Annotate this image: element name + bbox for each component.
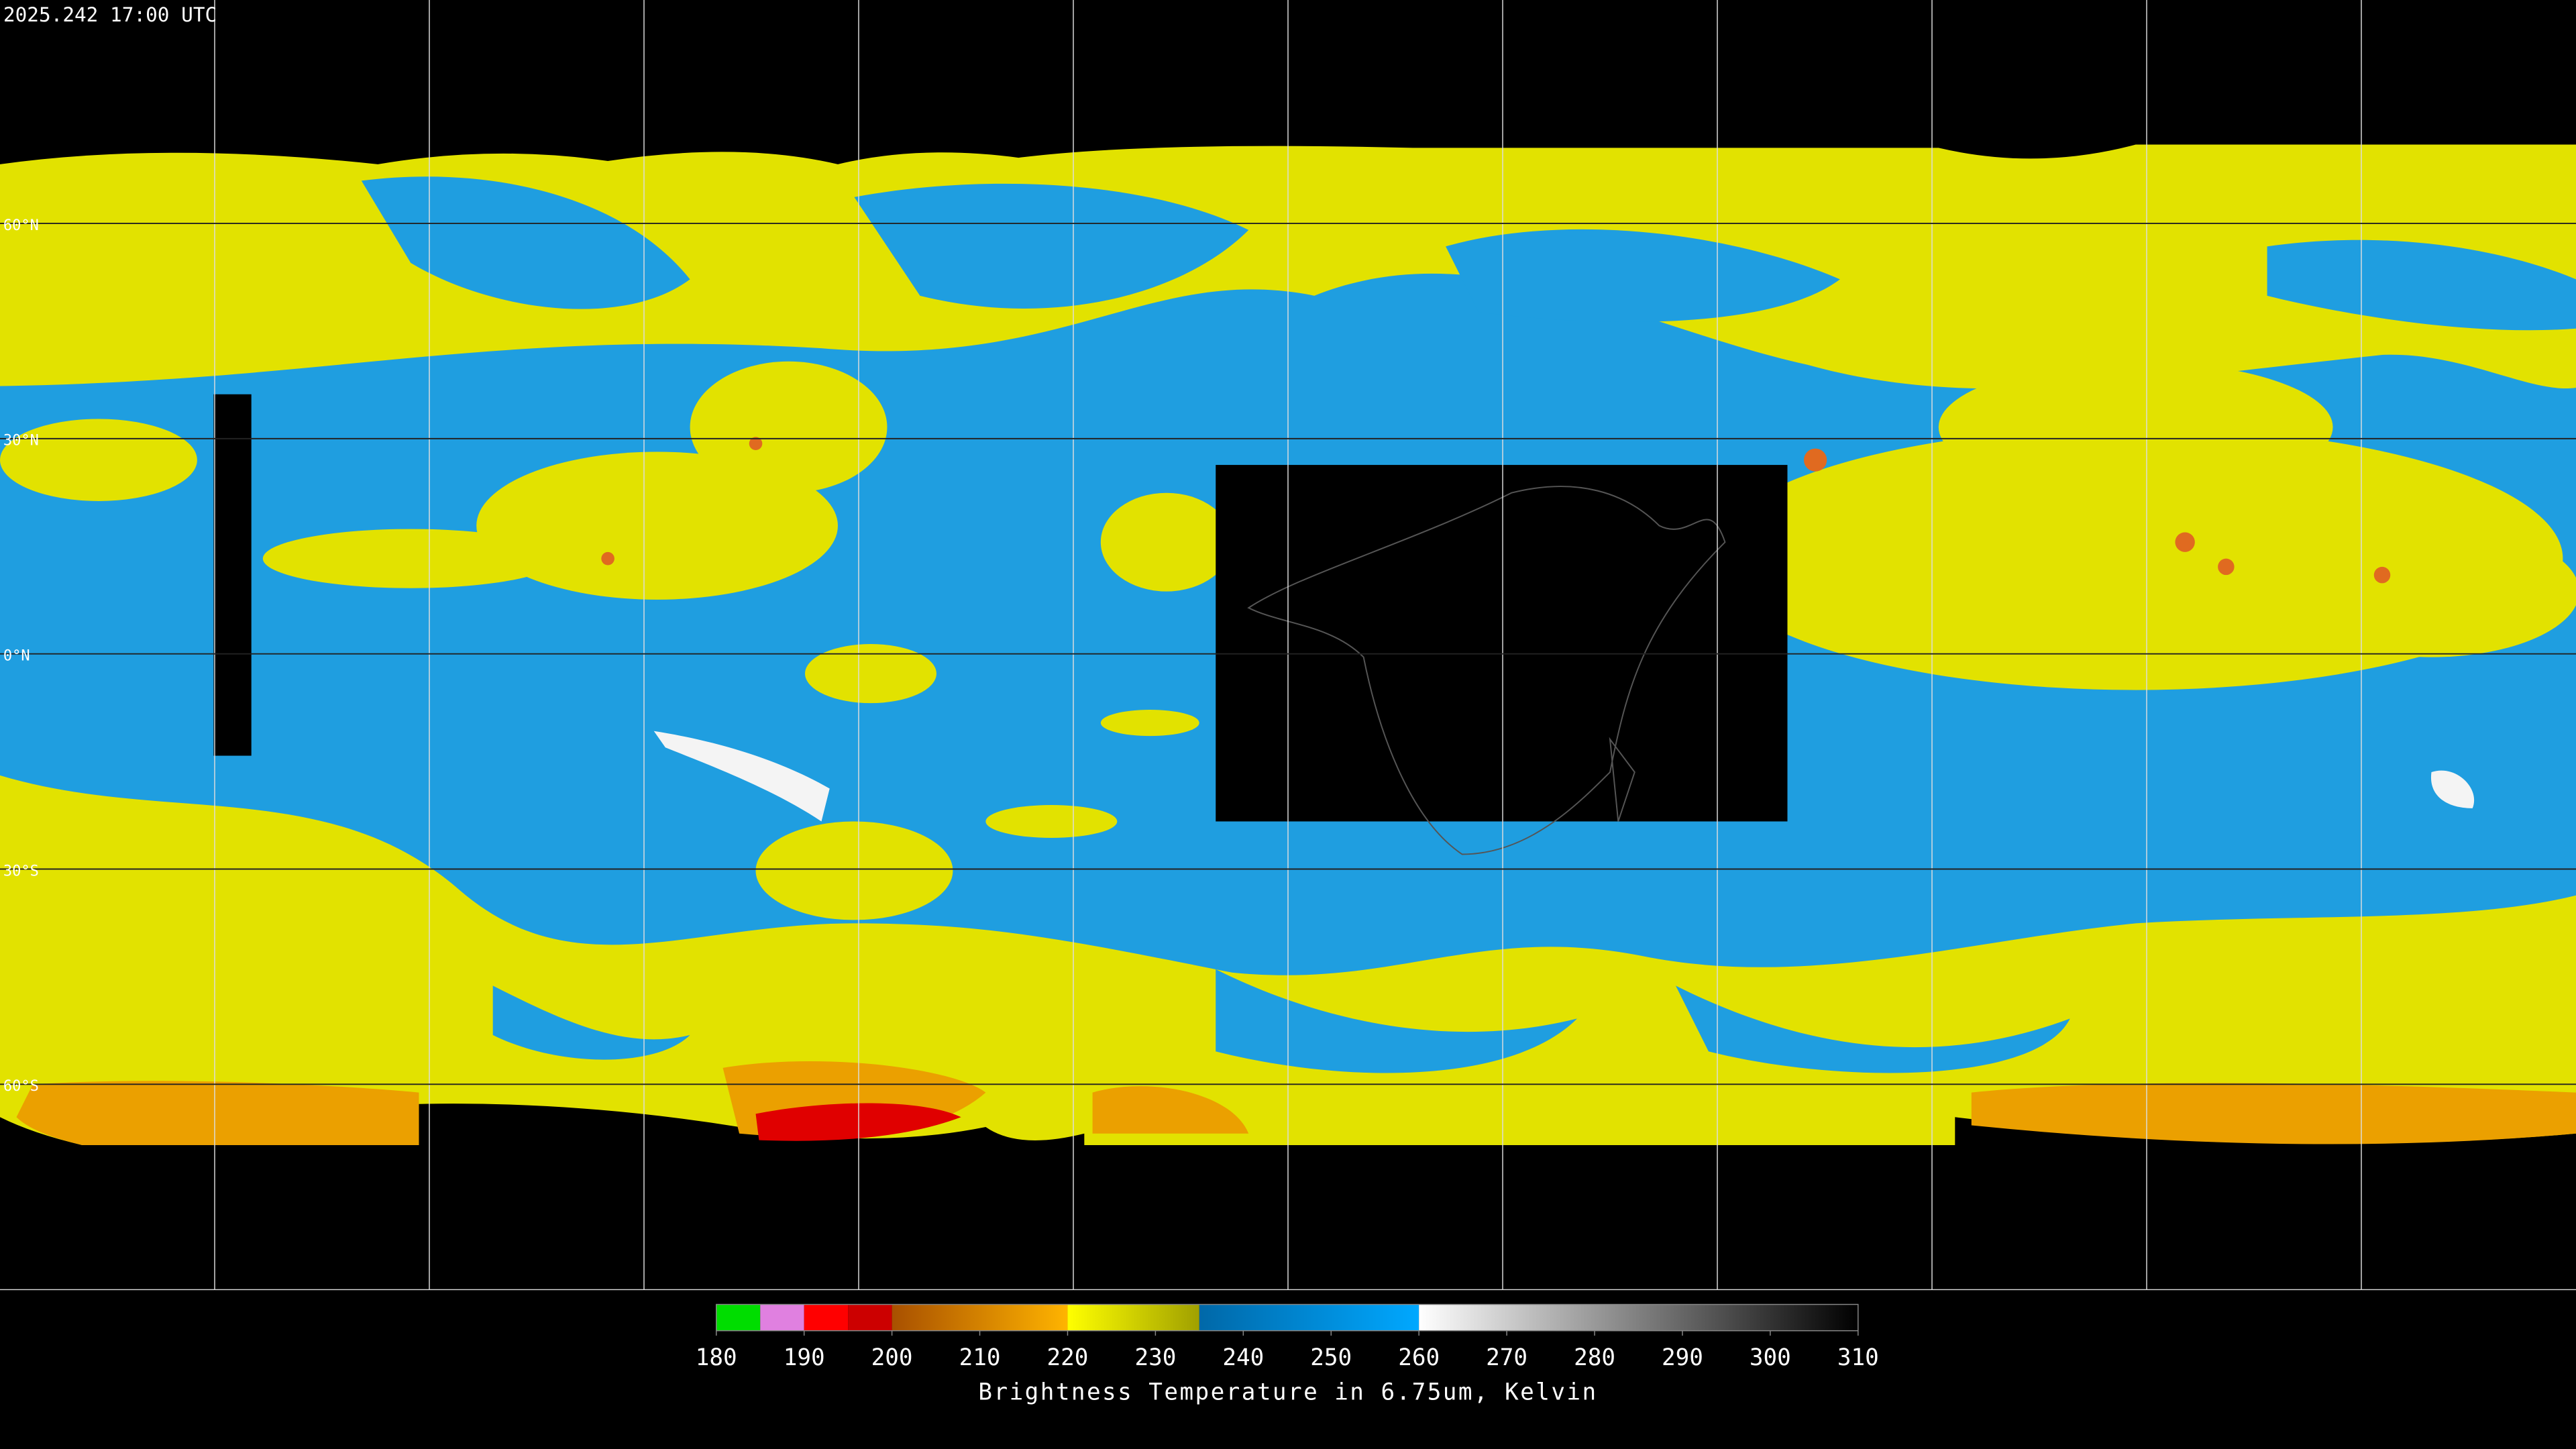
- colorbar-segment: [892, 1304, 1068, 1331]
- colorbar-tick-label: 290: [1662, 1344, 1703, 1371]
- coastline: [1247, 486, 1726, 855]
- missing-data: [213, 394, 252, 756]
- colorbar-segment: [716, 1304, 761, 1331]
- colorbar-frame: [716, 1303, 1859, 1332]
- latitude-label: 30°S: [3, 863, 39, 879]
- dry-air: [361, 176, 2576, 1073]
- colorbar-tick-label: 250: [1310, 1344, 1352, 1371]
- colorbar-tick-label: 210: [959, 1344, 1001, 1371]
- latitude-label: 30°N: [3, 433, 39, 449]
- colorbar-tick-label: 280: [1574, 1344, 1615, 1371]
- colorbar-tick-label: 260: [1398, 1344, 1440, 1371]
- colorbar-tick-label: 240: [1222, 1344, 1264, 1371]
- colorbar-tick-label: 200: [871, 1344, 913, 1371]
- colorbar-tick-label: 270: [1486, 1344, 1527, 1371]
- colorbar-segment: [1419, 1304, 1858, 1331]
- cold-polar-band: [16, 1061, 2576, 1145]
- colorbar-tick-label: 230: [1134, 1344, 1176, 1371]
- colorbar-segment: [1067, 1304, 1199, 1331]
- colorbar: 180 190 200 210 220 230 240 250 260 270 280 290 300 3…: [696, 1303, 1879, 1371]
- colorbar-tick-label: 190: [784, 1344, 825, 1371]
- colorbar-tick-label: 300: [1750, 1344, 1791, 1371]
- colorbar-segment: [848, 1304, 892, 1331]
- latitude-label: 0°N: [3, 647, 30, 664]
- timestamp: 2025.242 17:00 UTC: [3, 3, 217, 26]
- tropical-clouds: [0, 361, 2576, 920]
- graticule: [0, 0, 2576, 1291]
- latitude-label: 60°N: [3, 217, 39, 234]
- colorbar-segment: [1199, 1304, 1419, 1331]
- colorbar-tick-label: 180: [696, 1344, 737, 1371]
- missing-data: [1216, 465, 1788, 822]
- latitude-label: 60°S: [3, 1078, 39, 1095]
- colorbar-tick-label: 310: [1837, 1344, 1879, 1371]
- colorbar-tick-label: 220: [1047, 1344, 1089, 1371]
- colorbar-segment: [804, 1304, 849, 1331]
- cold-cloud-tops: [601, 437, 2391, 584]
- colorbar-label: Brightness Temperature in 6.75um, Kelvin: [978, 1379, 1597, 1406]
- colorbar-segment: [760, 1304, 804, 1331]
